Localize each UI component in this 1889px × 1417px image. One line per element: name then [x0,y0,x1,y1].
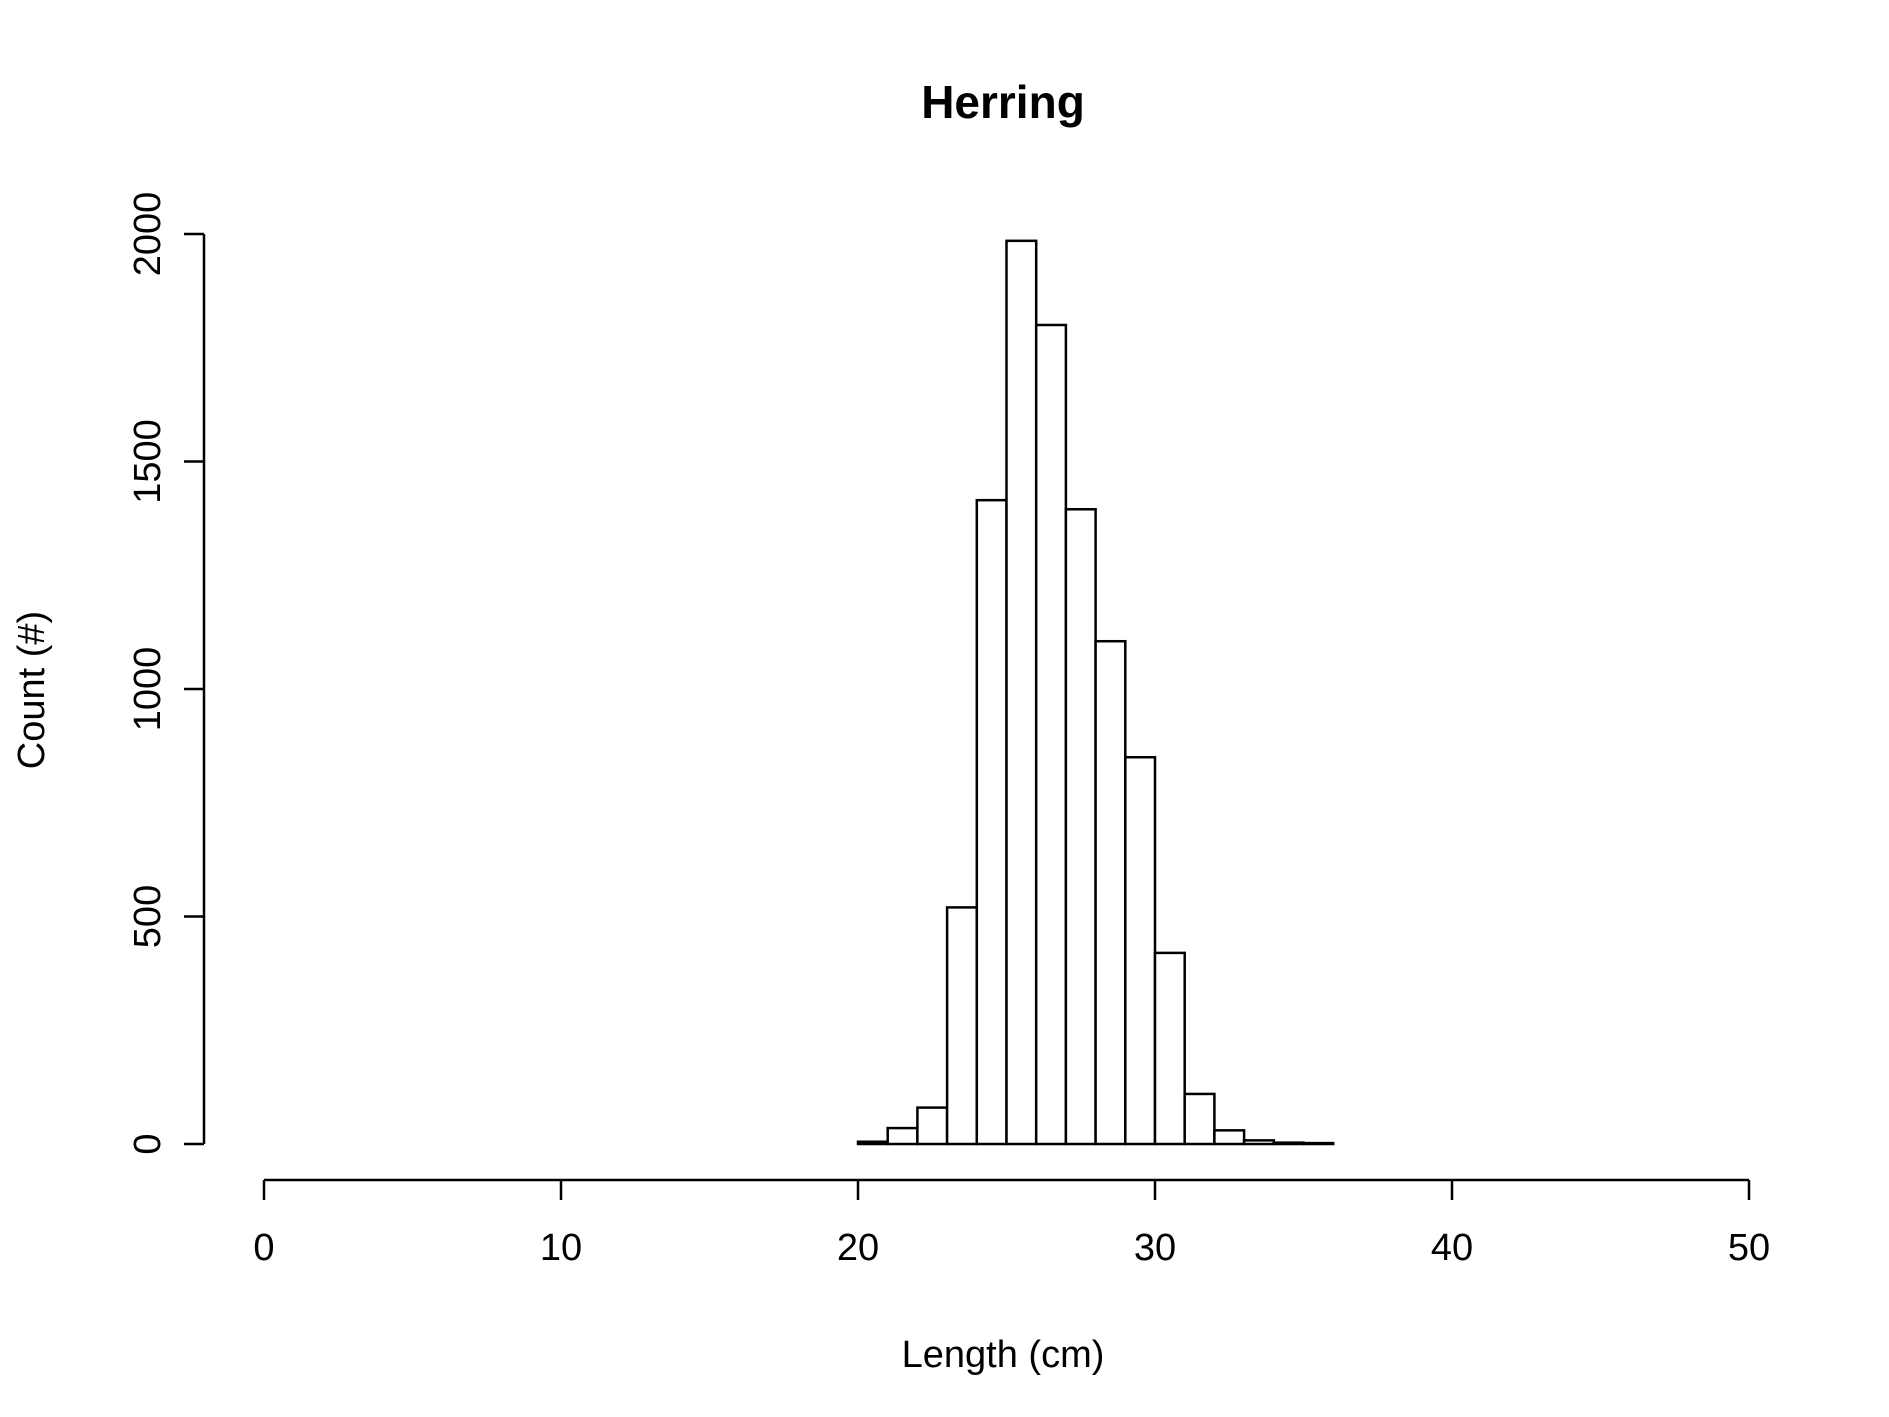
x-tick-label: 30 [1134,1227,1176,1269]
x-tick-label: 10 [540,1227,582,1269]
y-tick-label: 500 [127,885,169,948]
histogram-bar [1124,756,1157,1146]
histogram-bar [1005,239,1038,1146]
x-tick-label: 40 [1431,1227,1473,1269]
histogram-bar [945,906,979,1146]
histogram-bar [1242,1139,1276,1146]
y-tick-label: 1500 [127,419,169,504]
histogram-bar [1153,951,1186,1146]
y-axis: 0 500 1000 1500 2000 [127,192,206,1155]
histogram-bar [1272,1141,1305,1146]
bars-group [856,239,1335,1146]
x-axis: 0 10 20 30 40 50 [253,1178,1770,1269]
histogram-bar [856,1140,889,1146]
x-tick-label: 0 [253,1227,274,1269]
histogram-bar [916,1106,949,1146]
x-tick-label: 20 [837,1227,879,1269]
y-tick-label: 2000 [127,192,169,277]
x-tick-label: 50 [1728,1227,1770,1269]
histogram-bar [1213,1129,1246,1146]
y-tick-label: 1000 [127,647,169,732]
y-tick-label: 0 [127,1133,169,1154]
histogram-bar [1302,1141,1335,1146]
histogram-bar [1034,323,1068,1146]
chart-title: Herring [921,76,1085,128]
histogram-bar [1064,508,1097,1146]
y-axis-label: Count (#) [11,611,53,769]
histogram-bar [975,498,1008,1146]
histogram-bar [886,1126,919,1146]
x-axis-label: Length (cm) [902,1334,1105,1376]
histogram-bar [1094,639,1127,1146]
histogram-bar [1183,1092,1216,1146]
